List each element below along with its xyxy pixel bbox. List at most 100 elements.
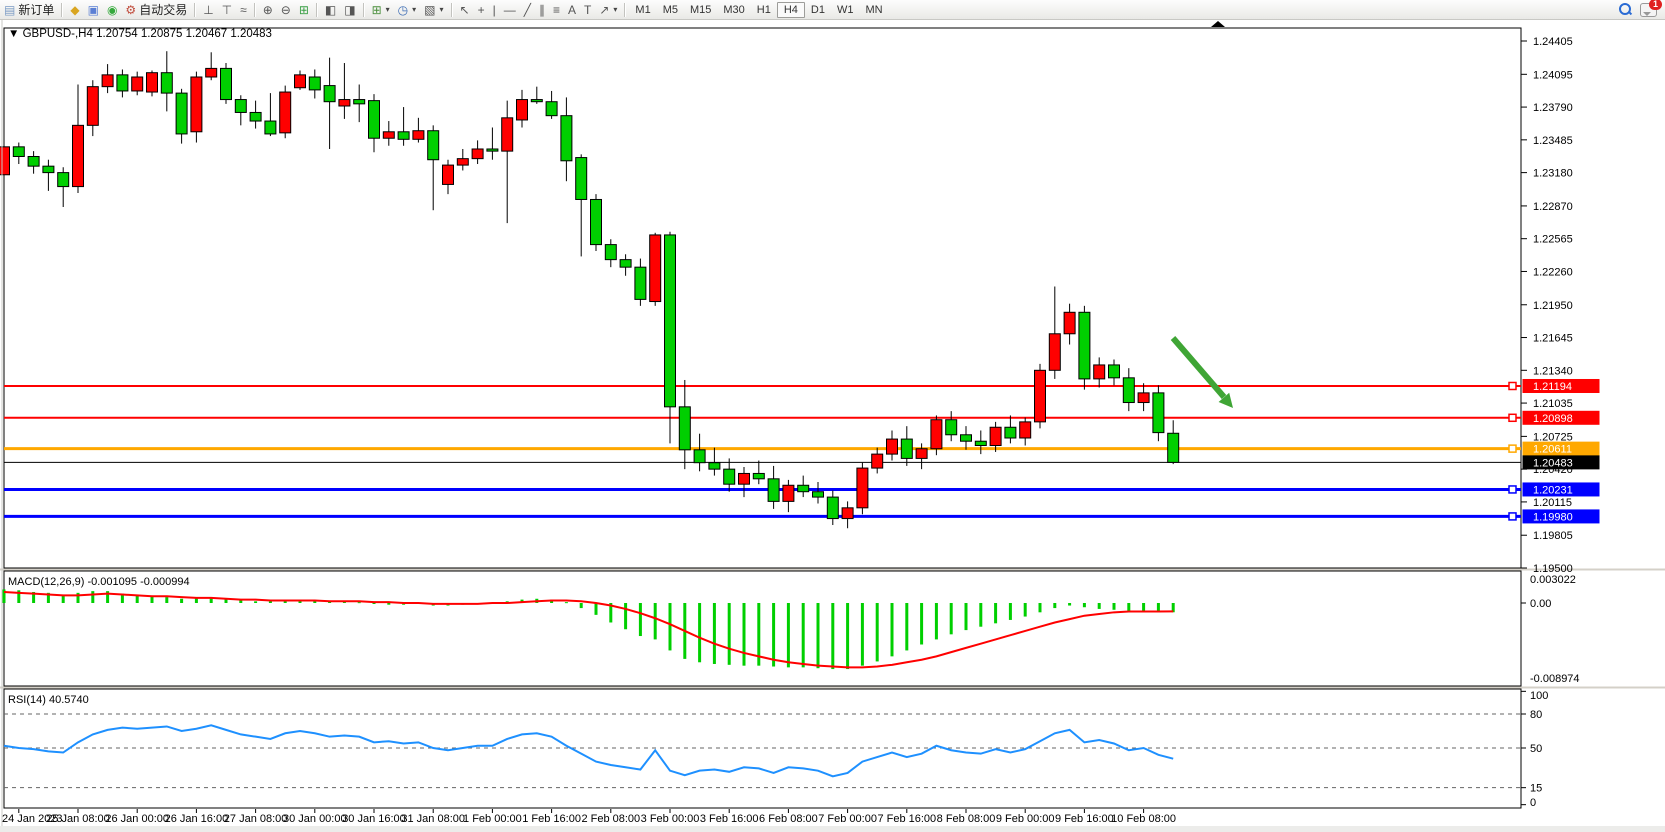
candle-bearish bbox=[530, 99, 543, 103]
price-axis-label: 1.19500 bbox=[1533, 563, 1573, 575]
line-chart-button[interactable]: ≈ bbox=[236, 1, 251, 19]
macd-histogram-bar bbox=[1008, 603, 1012, 620]
macd-histogram-bar bbox=[1142, 603, 1146, 613]
macd-histogram-bar bbox=[846, 603, 850, 670]
resistance-1-handle[interactable] bbox=[1508, 381, 1517, 391]
chart-shift-marker[interactable] bbox=[1211, 21, 1225, 27]
chat-icon[interactable]: 1 bbox=[1640, 0, 1662, 17]
macd-histogram-bar bbox=[1156, 603, 1160, 613]
macd-histogram-bar bbox=[727, 603, 731, 665]
period-icon: ◷ bbox=[397, 2, 409, 17]
candle-bullish bbox=[501, 117, 514, 152]
candle-bearish bbox=[160, 72, 173, 94]
text-button[interactable]: A bbox=[564, 1, 580, 19]
text-label-button[interactable]: T bbox=[580, 1, 595, 19]
candle-bearish bbox=[1108, 364, 1120, 379]
support-blue-1-price-tag bbox=[1522, 482, 1600, 497]
current-price-price-tag bbox=[1522, 455, 1600, 470]
market-watch-button[interactable]: ◆ bbox=[66, 1, 83, 19]
macd-histogram-bar bbox=[579, 603, 583, 609]
candlestick-chart-button[interactable]: ⊤ bbox=[218, 1, 236, 19]
search-icon[interactable] bbox=[1619, 3, 1633, 16]
fibonacci-button[interactable]: ≡ bbox=[549, 1, 564, 19]
new-chart-button[interactable]: ⊞ ▾ bbox=[368, 1, 394, 19]
arrows-button[interactable]: ↗ ▾ bbox=[595, 1, 621, 19]
price-axis-label: 1.24095 bbox=[1533, 69, 1573, 81]
macd-histogram-bar bbox=[757, 603, 761, 666]
period-button[interactable]: ◷ ▾ bbox=[394, 1, 421, 19]
candle-bearish bbox=[797, 484, 810, 493]
time-axis-label: 2 Feb 08:00 bbox=[581, 813, 640, 825]
candle-bearish bbox=[397, 131, 410, 140]
candle-bearish bbox=[664, 234, 676, 408]
crosshair-button[interactable]: + bbox=[474, 1, 489, 19]
macd-histogram-bar bbox=[46, 592, 50, 603]
candle-bearish bbox=[575, 157, 588, 200]
candle-bullish bbox=[205, 67, 218, 78]
timeframe-m1-button[interactable]: M1 bbox=[635, 3, 651, 16]
text-icon: A bbox=[567, 2, 576, 17]
macd-histogram-bar bbox=[32, 591, 36, 603]
vertical-line-button[interactable]: | bbox=[489, 1, 500, 19]
chart-canvas[interactable]: 1.24405 1.24095 1.23790 1.23485 1.23180 1.228… bbox=[0, 20, 1665, 832]
market-watch-icon: ◆ bbox=[70, 2, 80, 17]
candle-bearish bbox=[27, 155, 40, 167]
trend-arrow[interactable] bbox=[1170, 336, 1227, 399]
horizontal-line-button[interactable]: — bbox=[500, 1, 520, 19]
timeframe-m5-button[interactable]: M5 bbox=[662, 3, 678, 16]
macd-histogram-bar bbox=[387, 603, 391, 605]
candle-bullish bbox=[442, 164, 454, 185]
main-chart-panel bbox=[3, 27, 1522, 569]
support-blue-2-handle[interactable] bbox=[1508, 512, 1517, 521]
template-button[interactable]: ▧ ▾ bbox=[420, 1, 447, 19]
text-label-icon: T bbox=[583, 2, 592, 17]
toolbar-separator bbox=[315, 2, 318, 17]
macd-histogram-bar bbox=[313, 600, 317, 603]
bar-chart-button[interactable]: ⊥ bbox=[199, 1, 217, 19]
zoom-out-button[interactable]: ⊖ bbox=[277, 1, 295, 19]
candle-bullish bbox=[190, 76, 203, 133]
macd-histogram-bar bbox=[786, 603, 790, 668]
timeframe-h4-button[interactable]: H4 bbox=[776, 1, 805, 18]
price-axis-label: 1.20115 bbox=[1533, 497, 1572, 509]
time-axis-label: 24 Jan 2023 bbox=[2, 813, 63, 825]
macd-histogram-bar bbox=[668, 603, 672, 651]
support-blue-1-handle[interactable] bbox=[1508, 485, 1517, 494]
timeframe-mn-button[interactable]: MN bbox=[865, 3, 883, 16]
auto-trading-button-label: 自动交易 bbox=[139, 3, 188, 17]
panel-splitter[interactable] bbox=[0, 568, 1665, 571]
price-axis-label: 1.22565 bbox=[1533, 234, 1573, 246]
candle-bearish bbox=[634, 266, 647, 300]
toolbar-separator bbox=[362, 2, 365, 17]
resistance-2-handle[interactable] bbox=[1508, 413, 1517, 423]
candle-bullish bbox=[471, 148, 484, 160]
macd-histogram-bar bbox=[1171, 603, 1175, 613]
timeframe-m30-button[interactable]: M30 bbox=[723, 3, 745, 16]
cursor-button[interactable]: ↖ bbox=[456, 1, 474, 19]
toolbar-separator bbox=[194, 2, 197, 17]
panel-splitter[interactable] bbox=[0, 686, 1665, 689]
chart-shift-button[interactable]: ◨ bbox=[340, 1, 359, 19]
timeframe-d1-button[interactable]: D1 bbox=[810, 3, 825, 16]
timeframe-h1-button[interactable]: H1 bbox=[756, 3, 771, 16]
timeframe-w1-button[interactable]: W1 bbox=[836, 3, 854, 16]
macd-histogram-bar bbox=[224, 598, 228, 603]
candle-bearish bbox=[708, 462, 721, 470]
auto-trading-button[interactable]: ⚙ 自动交易 bbox=[121, 1, 191, 19]
candle-bullish bbox=[86, 86, 99, 126]
remote-terminal-button[interactable]: ▣ bbox=[84, 1, 103, 19]
signals-button[interactable]: ◉ bbox=[103, 1, 121, 19]
support-orange-handle[interactable] bbox=[1508, 444, 1517, 453]
price-axis-label: 1.21340 bbox=[1533, 365, 1573, 377]
equidistant-channel-button[interactable]: ∥ bbox=[535, 1, 549, 19]
trend-arrow-head[interactable] bbox=[1218, 392, 1233, 408]
auto-scroll-button[interactable]: ◧ bbox=[321, 1, 340, 19]
toolbar-right-group: 1 bbox=[1619, 0, 1665, 17]
timeframe-m15-button[interactable]: M15 bbox=[689, 3, 712, 16]
new-order-button[interactable]: ▤ 新订单 bbox=[0, 1, 58, 19]
time-axis-label: 7 Feb 16:00 bbox=[877, 813, 936, 825]
zoom-in-button[interactable]: ⊕ bbox=[259, 1, 277, 19]
candle-bearish bbox=[1004, 426, 1017, 439]
trendline-button[interactable]: ╱ bbox=[520, 1, 535, 19]
tile-windows-button[interactable]: ⊞ bbox=[295, 1, 313, 19]
